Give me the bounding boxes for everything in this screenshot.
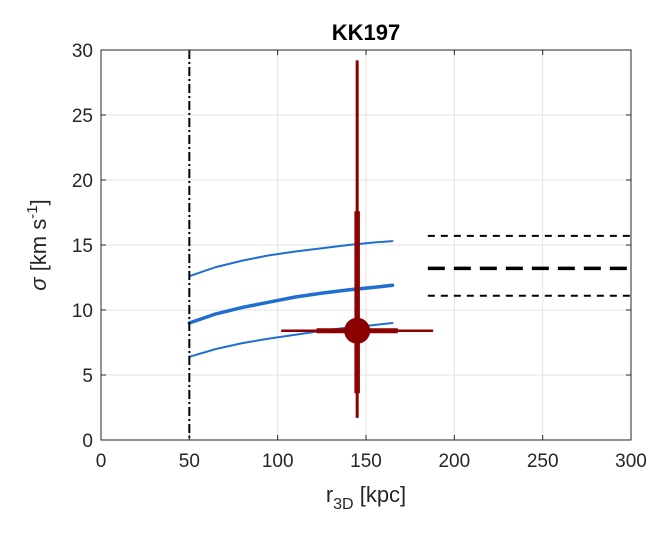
chart-title: KK197 [332, 20, 400, 45]
x-axis-label: r3D [kpc] [326, 482, 406, 513]
data-point [281, 60, 434, 418]
ticks: 0 50 100 150 200 250 300 0 5 10 15 20 25 30 [72, 41, 647, 472]
y-tick-label: 20 [72, 171, 93, 192]
y-axis-label: σ [km s-1] [24, 199, 51, 290]
model-curve-1 [188, 240, 394, 278]
y-tick-label: 15 [72, 236, 93, 257]
x-tick-label: 0 [96, 451, 107, 472]
x-axis-label-unit: [kpc] [354, 482, 407, 507]
y-axis-label-pre: [km s [26, 219, 51, 278]
x-tick-label: 150 [350, 451, 382, 472]
x-tick-label: 100 [262, 451, 294, 472]
y-tick-label: 25 [72, 106, 93, 127]
x-axis-label-main: r [326, 482, 333, 507]
y-axis-label-sup: -1 [24, 205, 41, 218]
grid [101, 50, 631, 440]
reference-lines [427, 234, 631, 297]
model-curve-2 [187, 283, 395, 325]
x-tick-label: 200 [438, 451, 470, 472]
y-tick-label: 5 [82, 366, 93, 387]
y-tick-label: 10 [72, 301, 93, 322]
x-tick-label: 250 [527, 451, 559, 472]
data-point-marker [344, 317, 371, 344]
y-axis-label-symbol: σ [26, 277, 51, 291]
x-tick-label: 300 [615, 451, 647, 472]
y-tick-label: 0 [82, 431, 93, 452]
y-tick-label: 30 [72, 41, 93, 62]
x-tick-label: 50 [179, 451, 200, 472]
y-axis-label-post: ] [26, 199, 51, 205]
x-axis-label-sub: 3D [333, 496, 353, 513]
